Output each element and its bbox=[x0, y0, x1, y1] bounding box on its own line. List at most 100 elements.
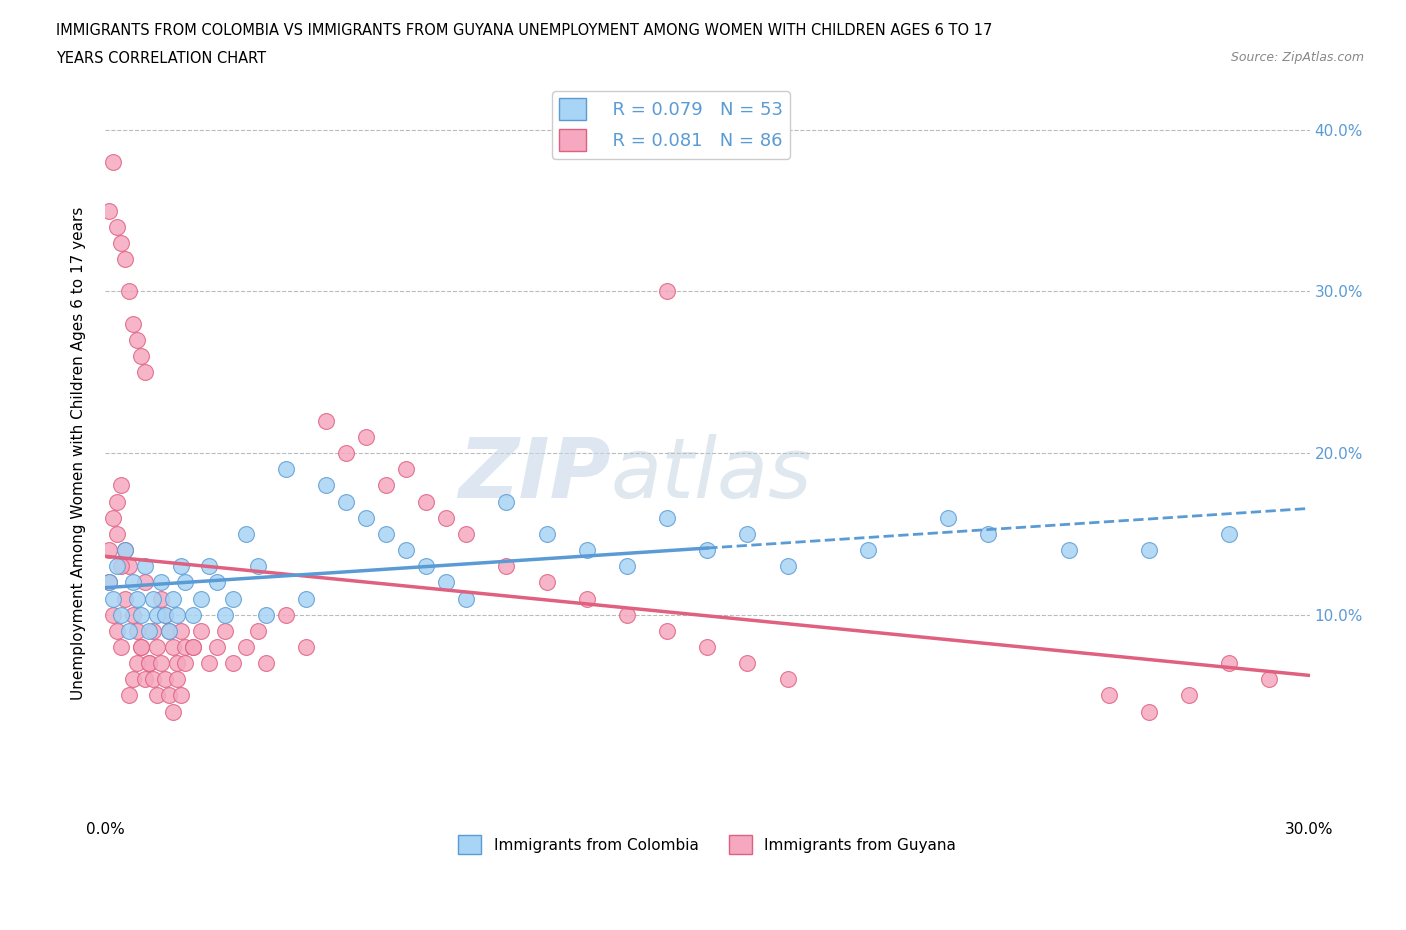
Point bbox=[776, 559, 799, 574]
Legend: Immigrants from Colombia, Immigrants from Guyana: Immigrants from Colombia, Immigrants fro… bbox=[453, 830, 962, 860]
Point bbox=[142, 591, 165, 606]
Point bbox=[127, 333, 149, 348]
Point bbox=[174, 575, 197, 590]
Point bbox=[118, 284, 141, 299]
Point bbox=[98, 542, 121, 557]
Point bbox=[246, 559, 269, 574]
Point bbox=[315, 413, 337, 428]
Point bbox=[375, 526, 398, 541]
Point bbox=[776, 671, 799, 686]
Point bbox=[254, 607, 277, 622]
Point bbox=[495, 494, 517, 509]
Point bbox=[157, 688, 180, 703]
Point bbox=[335, 445, 357, 460]
Point bbox=[134, 575, 156, 590]
Point bbox=[190, 623, 212, 638]
Y-axis label: Unemployment Among Women with Children Ages 6 to 17 years: Unemployment Among Women with Children A… bbox=[72, 206, 86, 699]
Text: atlas: atlas bbox=[610, 434, 813, 515]
Point bbox=[138, 656, 160, 671]
Point bbox=[274, 607, 297, 622]
Point bbox=[616, 559, 638, 574]
Point bbox=[1178, 688, 1201, 703]
Point bbox=[122, 671, 145, 686]
Text: ZIP: ZIP bbox=[458, 434, 610, 515]
Text: YEARS CORRELATION CHART: YEARS CORRELATION CHART bbox=[56, 51, 266, 66]
Point bbox=[696, 640, 718, 655]
Point bbox=[737, 526, 759, 541]
Point bbox=[1137, 542, 1160, 557]
Point bbox=[207, 640, 229, 655]
Point bbox=[129, 640, 152, 655]
Point bbox=[138, 656, 160, 671]
Point bbox=[354, 430, 377, 445]
Point bbox=[162, 591, 184, 606]
Point bbox=[936, 511, 959, 525]
Point bbox=[134, 671, 156, 686]
Point bbox=[105, 623, 128, 638]
Point bbox=[157, 623, 180, 638]
Point bbox=[536, 526, 558, 541]
Point bbox=[150, 656, 173, 671]
Point bbox=[122, 575, 145, 590]
Point bbox=[395, 462, 418, 477]
Point bbox=[190, 591, 212, 606]
Point bbox=[129, 640, 152, 655]
Point bbox=[1057, 542, 1080, 557]
Point bbox=[495, 559, 517, 574]
Point bbox=[174, 640, 197, 655]
Point bbox=[110, 607, 132, 622]
Point bbox=[375, 478, 398, 493]
Point bbox=[354, 511, 377, 525]
Point bbox=[110, 640, 132, 655]
Point bbox=[536, 575, 558, 590]
Point bbox=[575, 542, 598, 557]
Point bbox=[162, 704, 184, 719]
Point bbox=[294, 591, 316, 606]
Point bbox=[118, 688, 141, 703]
Point bbox=[856, 542, 879, 557]
Point bbox=[166, 656, 188, 671]
Point bbox=[246, 623, 269, 638]
Point bbox=[214, 623, 236, 638]
Point bbox=[294, 640, 316, 655]
Point bbox=[1258, 671, 1281, 686]
Point bbox=[162, 640, 184, 655]
Point bbox=[1218, 656, 1240, 671]
Point bbox=[174, 656, 197, 671]
Point bbox=[434, 511, 457, 525]
Point bbox=[114, 252, 136, 267]
Point bbox=[101, 591, 124, 606]
Point bbox=[155, 671, 177, 686]
Point bbox=[181, 640, 204, 655]
Point bbox=[696, 542, 718, 557]
Point bbox=[101, 607, 124, 622]
Point bbox=[127, 656, 149, 671]
Point bbox=[146, 688, 169, 703]
Point bbox=[118, 623, 141, 638]
Point bbox=[98, 575, 121, 590]
Point bbox=[127, 623, 149, 638]
Point bbox=[110, 235, 132, 250]
Point bbox=[105, 219, 128, 234]
Point bbox=[274, 462, 297, 477]
Point bbox=[155, 607, 177, 622]
Point bbox=[222, 591, 245, 606]
Point bbox=[129, 607, 152, 622]
Point bbox=[122, 607, 145, 622]
Point bbox=[616, 607, 638, 622]
Point bbox=[101, 511, 124, 525]
Point bbox=[110, 559, 132, 574]
Point bbox=[114, 591, 136, 606]
Point bbox=[655, 511, 678, 525]
Point bbox=[142, 671, 165, 686]
Point bbox=[1137, 704, 1160, 719]
Point bbox=[575, 591, 598, 606]
Point bbox=[254, 656, 277, 671]
Point bbox=[134, 365, 156, 379]
Point bbox=[105, 494, 128, 509]
Text: IMMIGRANTS FROM COLOMBIA VS IMMIGRANTS FROM GUYANA UNEMPLOYMENT AMONG WOMEN WITH: IMMIGRANTS FROM COLOMBIA VS IMMIGRANTS F… bbox=[56, 23, 993, 38]
Point bbox=[170, 623, 193, 638]
Point bbox=[1218, 526, 1240, 541]
Point bbox=[655, 623, 678, 638]
Point bbox=[315, 478, 337, 493]
